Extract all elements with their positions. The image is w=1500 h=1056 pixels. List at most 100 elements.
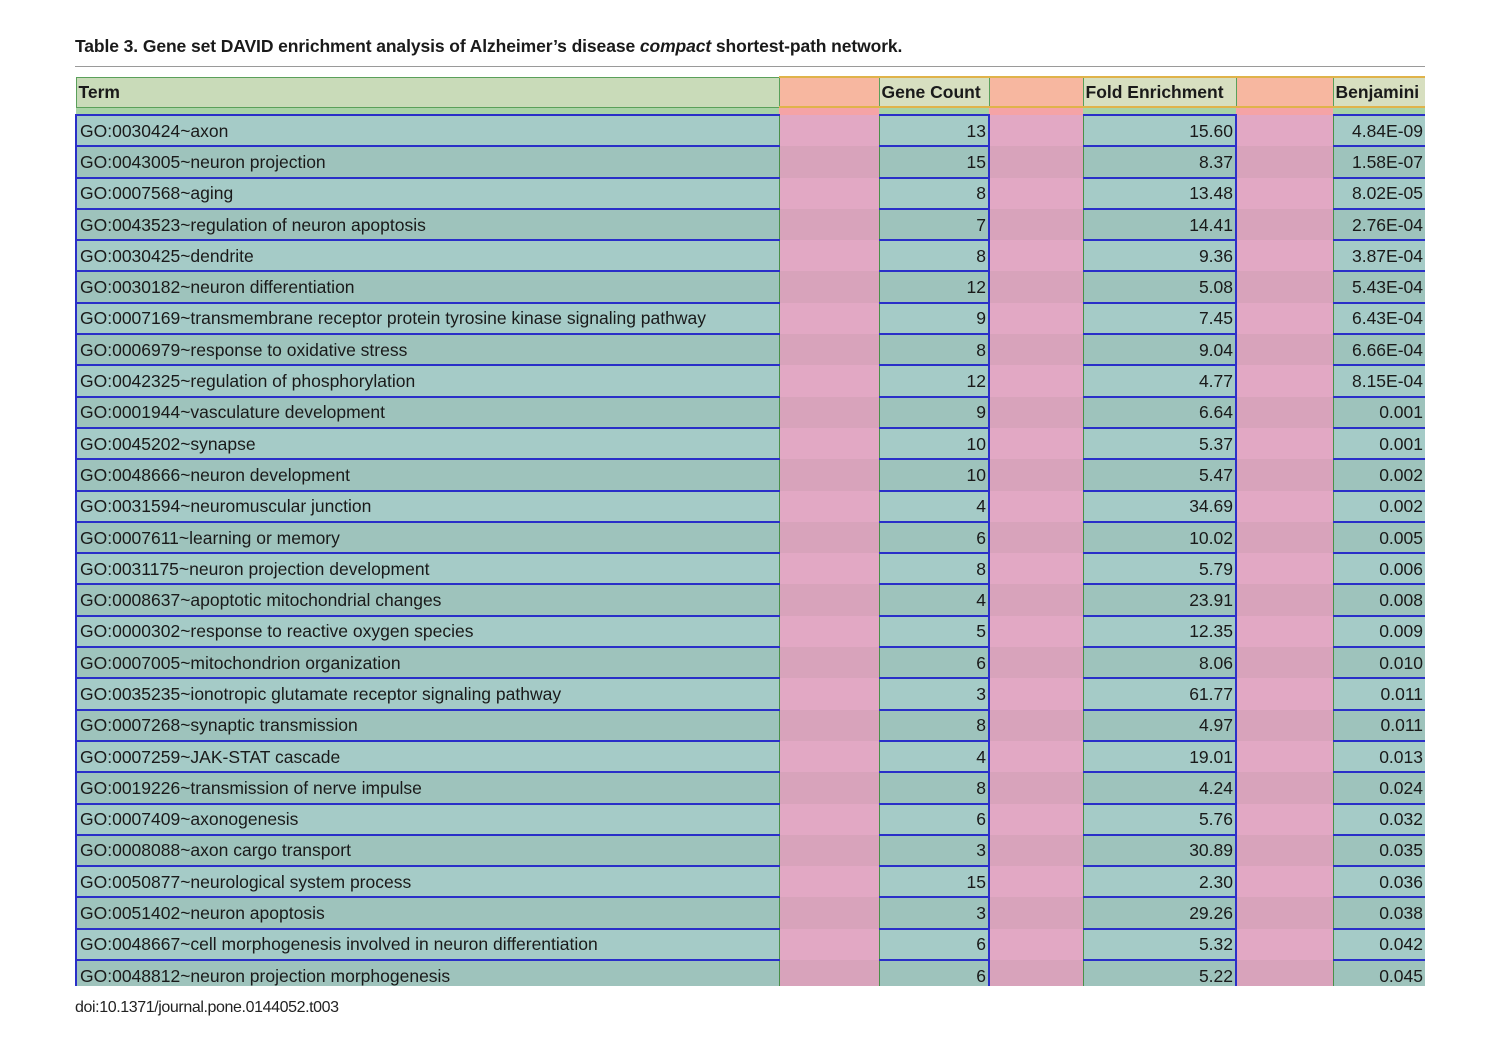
cell-fold-enrichment: 9.04	[1082, 333, 1237, 367]
cell-gap	[1236, 553, 1333, 585]
cell-gap	[1236, 208, 1333, 241]
table-container: Term Gene Count Fold Enrichment Benjamin…	[75, 76, 1425, 986]
cell-benjamini: 0.011	[1332, 708, 1425, 742]
cell-benjamini: 2.76E-04	[1332, 207, 1425, 242]
cell-gene-count: 6	[878, 927, 990, 962]
table-row: GO:0007169~transmembrane receptor protei…	[75, 301, 1425, 336]
cell-gap	[1236, 834, 1333, 867]
cell-gap	[1236, 521, 1333, 554]
cell-gap	[989, 960, 1083, 986]
cell-term: GO:0007409~axonogenesis	[75, 802, 780, 836]
header-term: Term	[75, 76, 780, 108]
cell-benjamini: 0.013	[1332, 739, 1425, 774]
cell-gene-count: 6	[878, 520, 990, 555]
table-row: GO:0030424~axon 13 15.60 4.84E-09	[75, 113, 1425, 148]
cell-gap	[989, 834, 1083, 867]
cell-fold-enrichment: 61.77	[1082, 677, 1237, 711]
table-row: GO:0030425~dendrite 8 9.36 3.87E-04	[75, 239, 1425, 273]
cell-gap	[779, 740, 879, 773]
cell-fold-enrichment: 5.22	[1082, 959, 1237, 986]
cell-term: GO:0007169~transmembrane receptor protei…	[75, 301, 780, 336]
cell-gap	[989, 396, 1083, 428]
cell-gap	[1236, 866, 1333, 898]
cell-gap	[1236, 396, 1333, 428]
cell-gap	[1236, 647, 1333, 679]
cell-gene-count: 12	[878, 270, 990, 304]
cell-benjamini: 0.011	[1332, 677, 1425, 711]
cell-gap	[1236, 960, 1333, 986]
cell-gap	[779, 271, 879, 303]
cell-term: GO:0007268~synaptic transmission	[75, 708, 780, 742]
cell-benjamini: 5.43E-04	[1332, 270, 1425, 304]
cell-benjamini: 0.010	[1332, 646, 1425, 680]
cell-gap	[989, 365, 1083, 397]
cell-gene-count: 5	[878, 614, 990, 649]
table-row: GO:0007568~aging 8 13.48 8.02E-05	[75, 176, 1425, 210]
cell-gap	[989, 240, 1083, 272]
cell-gap	[779, 866, 879, 898]
header-gene-count: Gene Count	[878, 76, 990, 108]
cell-gap	[779, 177, 879, 209]
cell-gap	[779, 115, 879, 147]
cell-gap	[779, 334, 879, 366]
cell-gap	[1236, 897, 1333, 929]
cell-gap	[779, 709, 879, 741]
table-row: GO:0007005~mitochondrion organization 6 8.…	[75, 646, 1425, 680]
cell-fold-enrichment: 7.45	[1082, 301, 1237, 336]
caption-italic: compact	[639, 36, 712, 56]
header-gap	[779, 76, 879, 108]
cell-benjamini: 3.87E-04	[1332, 239, 1425, 273]
cell-gene-count: 8	[878, 239, 990, 273]
cell-fold-enrichment: 9.36	[1082, 239, 1237, 273]
cell-gap	[989, 928, 1083, 961]
cell-fold-enrichment: 8.37	[1082, 145, 1237, 179]
cell-gap	[779, 427, 879, 460]
cell-term: GO:0008637~apoptotic mitochondrial chang…	[75, 583, 780, 617]
cell-fold-enrichment: 13.48	[1082, 176, 1237, 210]
cell-gap	[989, 427, 1083, 460]
cell-gap	[779, 772, 879, 804]
table-row: GO:0007259~JAK-STAT cascade 4 19.01 0.013	[75, 739, 1425, 774]
cell-gap	[1236, 709, 1333, 741]
cell-benjamini: 0.002	[1332, 489, 1425, 523]
cell-fold-enrichment: 8.06	[1082, 646, 1237, 680]
cell-gap	[1236, 678, 1333, 710]
cell-gap	[989, 678, 1083, 710]
cell-benjamini: 6.43E-04	[1332, 301, 1425, 336]
cell-benjamini: 6.66E-04	[1332, 333, 1425, 367]
table-row: GO:0045202~synapse 10 5.37 0.001	[75, 426, 1425, 461]
cell-gene-count: 9	[878, 395, 990, 429]
cell-gene-count: 13	[878, 113, 990, 148]
cell-fold-enrichment: 12.35	[1082, 614, 1237, 649]
cell-term: GO:0030425~dendrite	[75, 239, 780, 273]
table-row: GO:0031594~neuromuscular junction 4 34.69 0…	[75, 489, 1425, 523]
cell-fold-enrichment: 34.69	[1082, 489, 1237, 523]
cell-gap	[1236, 427, 1333, 460]
cell-gene-count: 10	[878, 458, 990, 492]
cell-gap	[779, 678, 879, 710]
cell-term: GO:0006979~response to oxidative stress	[75, 333, 780, 367]
cell-gap	[779, 897, 879, 929]
cell-fold-enrichment: 14.41	[1082, 207, 1237, 242]
cell-gene-count: 6	[878, 646, 990, 680]
cell-gene-count: 3	[878, 896, 990, 930]
cell-gene-count: 3	[878, 677, 990, 711]
cell-gene-count: 6	[878, 959, 990, 986]
cell-term: GO:0043005~neuron projection	[75, 145, 780, 179]
cell-gene-count: 3	[878, 833, 990, 868]
cell-gap	[779, 960, 879, 986]
cell-term: GO:0050877~neurological system process	[75, 865, 780, 899]
table-row: GO:0048666~neuron development 10 5.47 0.002	[75, 458, 1425, 492]
cell-term: GO:0035235~ionotropic glutamate receptor…	[75, 677, 780, 711]
cell-gap	[989, 897, 1083, 929]
table-row: GO:0007611~learning or memory 6 10.02 0.005	[75, 520, 1425, 555]
cell-gene-count: 8	[878, 552, 990, 586]
cell-term: GO:0000302~response to reactive oxygen s…	[75, 614, 780, 649]
cell-term: GO:0048667~cell morphogenesis involved i…	[75, 927, 780, 962]
cell-gap	[989, 866, 1083, 898]
cell-term: GO:0030424~axon	[75, 113, 780, 148]
table-row: GO:0030182~neuron differentiation 12 5.08 5…	[75, 270, 1425, 304]
cell-gap	[989, 146, 1083, 178]
cell-gene-count: 12	[878, 364, 990, 398]
cell-term: GO:0001944~vasculature development	[75, 395, 780, 429]
